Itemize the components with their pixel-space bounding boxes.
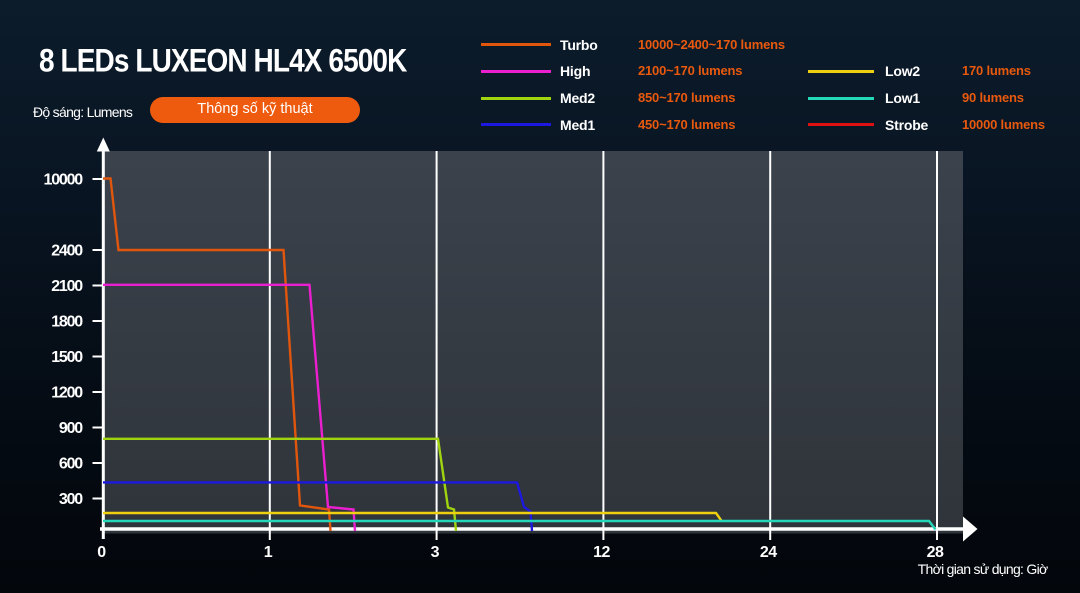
svg-text:600: 600: [59, 456, 83, 473]
svg-text:900: 900: [59, 420, 83, 437]
svg-text:0: 0: [97, 544, 106, 561]
svg-text:28: 28: [927, 544, 944, 561]
svg-text:12: 12: [593, 544, 610, 561]
svg-text:1200: 1200: [51, 385, 83, 402]
svg-text:2100: 2100: [51, 278, 83, 295]
svg-text:3: 3: [431, 544, 440, 561]
svg-text:1500: 1500: [51, 349, 83, 366]
svg-text:300: 300: [59, 491, 83, 508]
svg-text:10000: 10000: [44, 172, 84, 189]
svg-text:24: 24: [760, 544, 777, 561]
svg-text:1800: 1800: [51, 314, 83, 331]
svg-text:1: 1: [264, 544, 273, 561]
svg-text:2400: 2400: [51, 243, 83, 260]
